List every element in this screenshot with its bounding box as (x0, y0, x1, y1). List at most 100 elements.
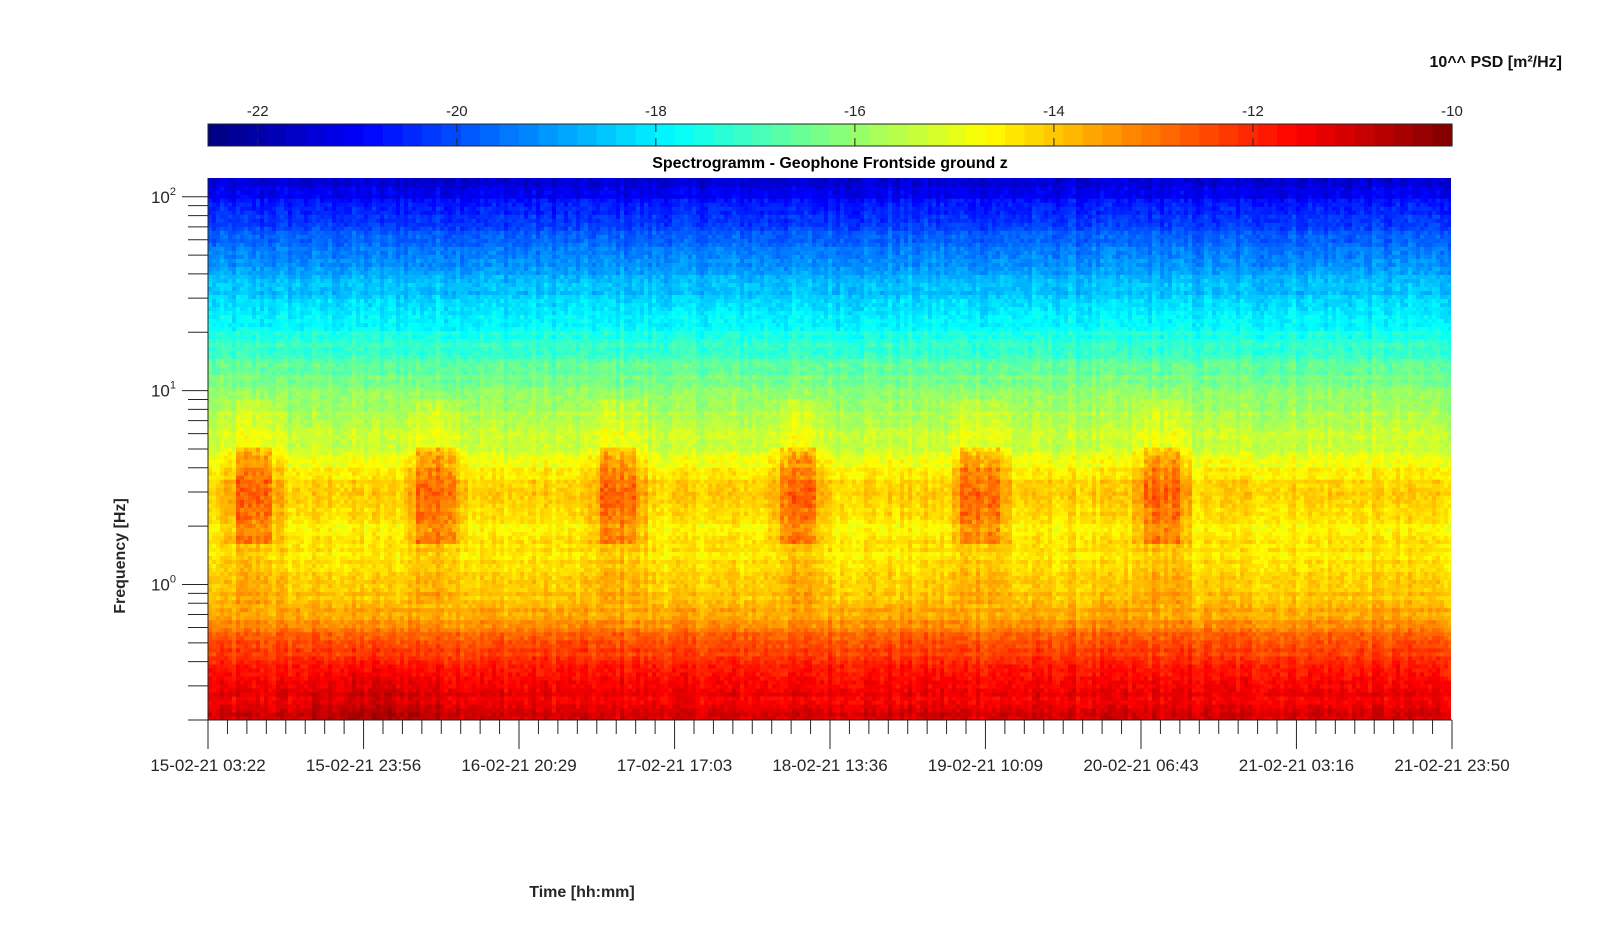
heatmap-cell (272, 403, 277, 408)
heatmap-cell (228, 648, 233, 653)
heatmap-cell (300, 543, 305, 548)
heatmap-cell (208, 664, 213, 669)
heatmap-cell (240, 254, 245, 259)
heatmap-cell (264, 495, 269, 500)
heatmap-cell (284, 246, 289, 251)
heatmap-cell (284, 624, 289, 629)
heatmap-cell (280, 319, 285, 324)
heatmap-cell (336, 302, 341, 307)
heatmap-cell (256, 331, 261, 336)
heatmap-cell (320, 620, 325, 625)
heatmap-cell (252, 523, 257, 528)
heatmap-cell (260, 286, 265, 291)
heatmap-cell (348, 575, 353, 580)
heatmap-cell (260, 294, 265, 299)
heatmap-cell (228, 419, 233, 424)
heatmap-cell (264, 194, 269, 199)
heatmap-cell (224, 435, 229, 440)
heatmap-cell (332, 575, 337, 580)
heatmap-cell (320, 567, 325, 572)
heatmap-cell (340, 535, 345, 540)
heatmap-cell (268, 186, 273, 191)
heatmap-cell (248, 383, 253, 388)
heatmap-cell (216, 680, 221, 685)
heatmap-cell (280, 190, 285, 195)
heatmap-cell (220, 186, 225, 191)
heatmap-cell (244, 399, 249, 404)
heatmap-cell (272, 604, 277, 609)
heatmap-cell (252, 479, 257, 484)
heatmap-cell (348, 343, 353, 348)
heatmap-cell (252, 527, 257, 532)
heatmap-cell (216, 451, 221, 456)
heatmap-cell (304, 676, 309, 681)
heatmap-cell (256, 270, 261, 275)
heatmap-cell (344, 310, 349, 315)
heatmap-cell (248, 632, 253, 637)
heatmap-cell (224, 547, 229, 552)
heatmap-cell (264, 258, 269, 263)
heatmap-cell (224, 680, 229, 685)
heatmap-cell (260, 612, 265, 617)
heatmap-cell (236, 415, 241, 420)
heatmap-cell (248, 290, 253, 295)
heatmap-cell (288, 246, 293, 251)
heatmap-cell (292, 628, 297, 633)
heatmap-cell (224, 194, 229, 199)
heatmap-cell (268, 250, 273, 255)
heatmap-cell (232, 250, 237, 255)
heatmap-cell (208, 459, 213, 464)
heatmap-cell (208, 411, 213, 416)
heatmap-cell (208, 676, 213, 681)
heatmap-cell (224, 579, 229, 584)
heatmap-cell (208, 704, 213, 709)
heatmap-cell (220, 339, 225, 344)
heatmap-cell (324, 632, 329, 637)
colorbar-band (791, 124, 811, 146)
heatmap-cell (328, 588, 333, 593)
heatmap-cell (296, 571, 301, 576)
heatmap-cell (324, 439, 329, 444)
heatmap-cell (212, 539, 217, 544)
heatmap-cell (252, 612, 257, 617)
heatmap-cell (340, 298, 345, 303)
heatmap-cell (308, 459, 313, 464)
heatmap-cell (316, 704, 321, 709)
heatmap-cell (292, 539, 297, 544)
heatmap-cell (252, 487, 257, 492)
heatmap-cell (336, 419, 341, 424)
heatmap-cell (328, 246, 333, 251)
heatmap-cell (344, 555, 349, 560)
heatmap-cell (332, 387, 337, 392)
heatmap-cell (316, 383, 321, 388)
heatmap-cell (284, 210, 289, 215)
heatmap-cell (320, 692, 325, 697)
heatmap-cell (292, 222, 297, 227)
heatmap-cell (320, 234, 325, 239)
heatmap-cell (264, 198, 269, 203)
heatmap-cell (224, 274, 229, 279)
heatmap-cell (328, 463, 333, 468)
heatmap-cell (240, 559, 245, 564)
heatmap-cell (212, 403, 217, 408)
heatmap-cell (244, 672, 249, 677)
heatmap-cell (236, 395, 241, 400)
heatmap-cell (228, 399, 233, 404)
heatmap-cell (316, 282, 321, 287)
heatmap-cell (212, 604, 217, 609)
colorbar-band (888, 124, 908, 146)
heatmap-cell (336, 455, 341, 460)
heatmap-cell (304, 463, 309, 468)
heatmap-cell (320, 584, 325, 589)
heatmap-cell (236, 451, 241, 456)
heatmap-cell (208, 403, 213, 408)
heatmap-cell (292, 676, 297, 681)
heatmap-cell (276, 415, 281, 420)
heatmap-cell (304, 351, 309, 356)
heatmap-cell (284, 608, 289, 613)
heatmap-cell (316, 592, 321, 597)
heatmap-cell (312, 455, 317, 460)
heatmap-cell (252, 447, 257, 452)
heatmap-cell (268, 559, 273, 564)
heatmap-cell (284, 407, 289, 412)
